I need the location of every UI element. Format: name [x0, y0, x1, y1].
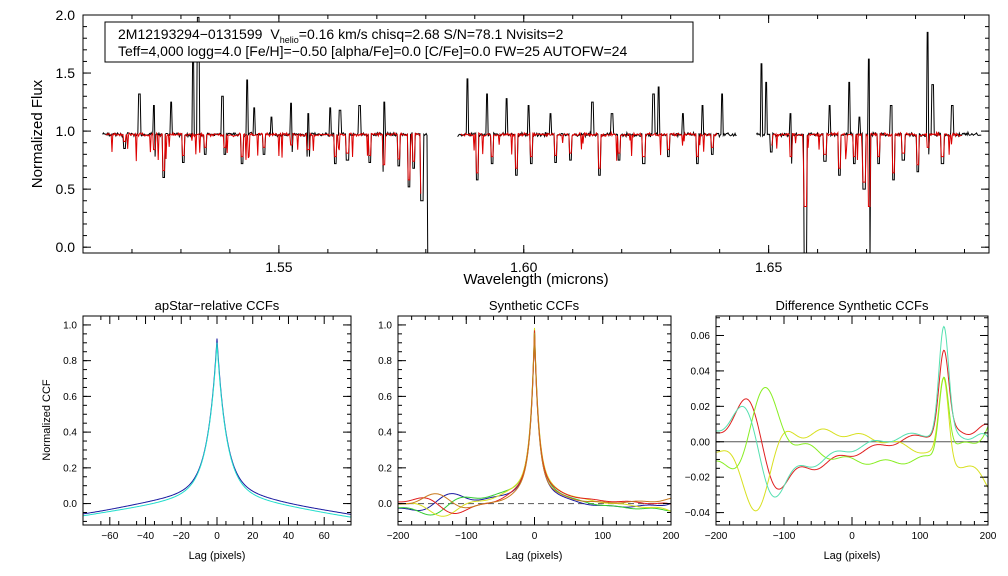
- y-tick-label: 1.0: [63, 320, 77, 331]
- synthetic-ccf-series: [397, 327, 672, 517]
- y-tick-label: 0.02: [691, 402, 711, 413]
- difference-ccf-title: Difference Synthetic CCFs: [776, 298, 929, 313]
- x-tick-label: −100: [773, 531, 796, 542]
- difference-ccf-line: [715, 325, 989, 498]
- x-tick-label: 0: [849, 531, 855, 542]
- y-tick-label: 0.8: [378, 356, 392, 367]
- apstar-ccf-y-label: Normalized CCF: [41, 379, 53, 461]
- x-tick-label: −200: [705, 531, 728, 542]
- spectrum-panel: 1.55 1.60 1.65 0.0 0.5 1.0 1.5 2.0 Wavelength (…: [29, 7, 990, 288]
- synthetic-ccf-title: Synthetic CCFs: [489, 298, 580, 313]
- model-spectrum-segment: [105, 131, 422, 194]
- apstar-ccf-panel: −60 −40 −20 0 20 40 60 0.0 0.2 0.4 0.6 0.8 1.0 apSta…: [41, 298, 352, 562]
- x-tick-label: 0: [214, 531, 220, 542]
- y-tick-label: 0.5: [56, 181, 76, 197]
- x-tick-label: 60: [319, 531, 331, 542]
- x-tick-label: −40: [137, 531, 154, 542]
- spectrum-x-label: Wavelength (microns): [463, 271, 608, 288]
- y-tick-label: 0.4: [378, 428, 392, 439]
- x-tick-label: 200: [980, 531, 997, 542]
- x-tick-label: 20: [247, 531, 259, 542]
- x-tick-label: 1.55: [265, 259, 292, 275]
- y-tick-label: −0.02: [685, 473, 711, 484]
- spectrum-y-label: Normalized Flux: [29, 79, 46, 188]
- difference-ccf-panel: −200 −100 0 100 200 −0.04 −0.02 0.00 0.02 0.04 0.0…: [685, 298, 997, 562]
- y-tick-label: −0.04: [685, 508, 711, 519]
- y-tick-label: 1.0: [56, 123, 76, 139]
- synthetic-ccf-line: [398, 327, 672, 517]
- vhelio-symbol: V: [270, 26, 280, 42]
- apstar-ccf-series: [82, 338, 352, 518]
- x-tick-label: 0: [532, 531, 538, 542]
- model-spectrum-segment: [771, 130, 962, 208]
- spectrum-series: [102, 16, 982, 253]
- y-tick-label: 0.04: [691, 366, 711, 377]
- x-tick-label: −20: [173, 531, 190, 542]
- annotation-box: [104, 21, 694, 63]
- annotation-line-2: Teff=4,000 logg=4.0 [Fe/H]=−0.50 [alpha/…: [118, 43, 627, 59]
- y-tick-label: 0.2: [63, 463, 77, 474]
- y-tick-label: 1.0: [378, 320, 392, 331]
- difference-ccf-line: [715, 349, 989, 490]
- synthetic-ccf-line: [397, 330, 672, 514]
- difference-ccf-x-label: Lag (pixels): [824, 550, 881, 562]
- spectrum-annotation: 2M12193294−0131599 Vhelio=0.16 km/s chisq…: [104, 21, 694, 63]
- x-tick-label: 200: [663, 531, 680, 542]
- synthetic-ccf-line: [397, 331, 672, 511]
- difference-ccf-line: [715, 376, 989, 470]
- x-tick-label: 40: [283, 531, 295, 542]
- x-tick-label: −60: [101, 531, 118, 542]
- y-tick-label: 0.0: [378, 499, 392, 510]
- x-tick-label: 1.65: [755, 259, 782, 275]
- y-tick-label: 0.6: [378, 392, 392, 403]
- star-id: 2M12193294−0131599: [118, 26, 263, 42]
- synthetic-ccf-panel: −200 −100 0 100 200 0.0 0.2 0.4 0.6 0.8 1.0 Synthe…: [378, 298, 680, 562]
- model-spectrum-segment: [460, 130, 718, 174]
- x-tick-label: 100: [594, 531, 611, 542]
- vhelio-subscript: helio: [280, 35, 299, 45]
- y-tick-label: 0.8: [63, 356, 77, 367]
- observed-spectrum-segment: [457, 78, 737, 181]
- y-tick-label: 0.0: [56, 239, 76, 255]
- x-tick-label: 1.60: [510, 259, 537, 275]
- difference-ccf-ticks: −200 −100 0 100 200 −0.04 −0.02 0.00 0.02 0.04 0.0…: [685, 316, 997, 542]
- annotation-line-1: 2M12193294−0131599 Vhelio=0.16 km/s chisq…: [118, 26, 564, 45]
- synthetic-ccf-line: [397, 332, 672, 509]
- apstar-ccf-x-label: Lag (pixels): [189, 550, 246, 562]
- apstar-ccf-line: [82, 342, 352, 518]
- synthetic-ccf-line: [397, 328, 672, 516]
- synthetic-ccf-ticks: −200 −100 0 100 200 0.0 0.2 0.4 0.6 0.8 1.0: [378, 315, 680, 542]
- y-tick-label: 0.06: [691, 331, 711, 342]
- y-tick-label: 0.4: [63, 428, 77, 439]
- y-tick-label: 1.5: [56, 65, 76, 81]
- x-tick-label: 100: [912, 531, 929, 542]
- apstar-ccf-title: apStar−relative CCFs: [155, 298, 280, 313]
- synthetic-ccf-x-label: Lag (pixels): [506, 550, 563, 562]
- annotation-stats: =0.16 km/s chisq=2.68 S/N=78.1 Nvisits=2: [299, 26, 564, 42]
- spectrum-frame: [82, 14, 990, 254]
- x-tick-label: −200: [387, 531, 410, 542]
- y-tick-label: 0.6: [63, 392, 77, 403]
- y-tick-label: 2.0: [56, 7, 76, 23]
- y-tick-label: 0.00: [691, 437, 711, 448]
- spectrum-ticks: 1.55 1.60 1.65 0.0 0.5 1.0 1.5 2.0: [56, 7, 989, 275]
- x-tick-label: −100: [455, 531, 478, 542]
- apstar-ccf-line: [82, 338, 352, 515]
- y-tick-label: 0.2: [378, 463, 392, 474]
- y-tick-label: 0.0: [63, 499, 77, 510]
- difference-ccf-series: [715, 325, 989, 512]
- apstar-ccf-ticks: −60 −40 −20 0 20 40 60 0.0 0.2 0.4 0.6 0.8 1.0: [63, 315, 352, 542]
